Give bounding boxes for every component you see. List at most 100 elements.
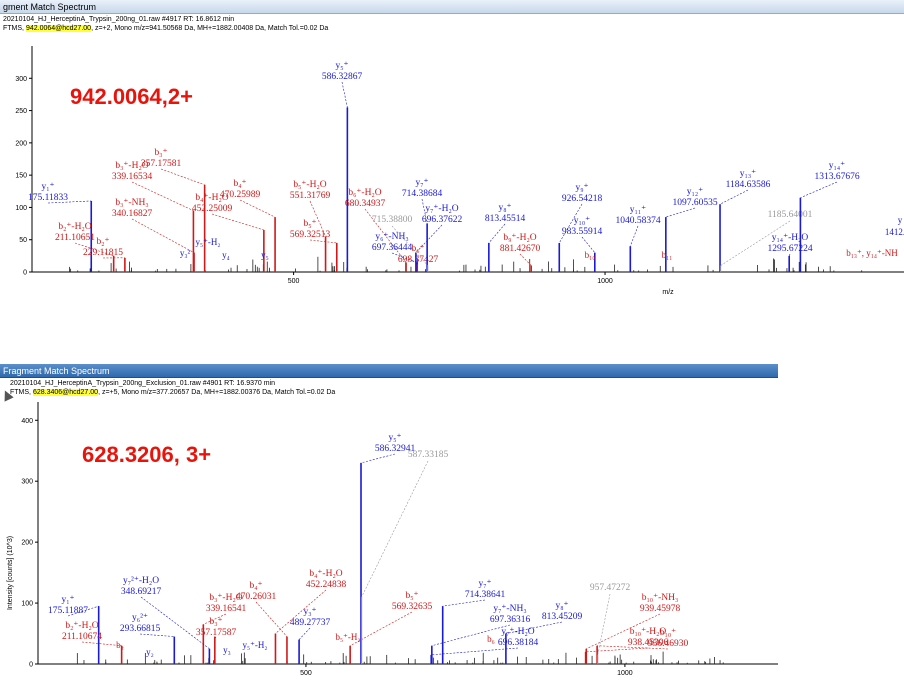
peak-leader [211,213,264,231]
peak-mz-label: 569.32513 [290,230,331,240]
peak-mz-label: 938.45306 [628,638,669,648]
peak-mz-label: 697.36316 [490,615,531,625]
peak-mz-label: 696.37622 [422,215,463,225]
peak-ion-label: y₁₄⁺-H₂O [772,233,809,243]
ion-fragment-label: b₅⁺-H₂ [335,632,360,642]
ion-fragment-label: y₅⁺-H₂ [195,237,220,247]
peak-ion-label: b₄⁺ [249,581,262,591]
x-tick-label: 1000 [617,670,633,677]
peak-ion-label: b₃⁺-H₂O [115,161,148,171]
peak-mz-label: 489.27737 [290,618,331,628]
peak-ion-label: y₁₂⁺ [687,187,703,197]
peak-ion-label: y₃⁺ [303,607,316,617]
peak-leader [203,613,227,625]
peak-ion-label: b₅⁺-H₂O [293,180,326,190]
peak-mz-label: 715.38800 [372,215,413,225]
peak-leader [800,181,838,199]
extra-labels: y₅⁺-H₂ y₃² y₄ y₅ b₁₀ b₁₁ b₁₃⁺, y₁₄⁺-NH y 1412. [180,215,904,260]
peak-ion-label: y₇⁺ [478,579,491,589]
extra-labels: b₂ y₂ y₃ y₅⁺-H₂ b₅⁺-H₂ b₆ [116,632,495,657]
peak-mz-label: 1313.67676 [814,172,859,182]
precursor-label: 942.0064,2+ [70,84,193,109]
x-tick-label: 500 [288,278,300,285]
header-line-2: FTMS, 628.3406@hcd27.00, z=+5, Mono m/z=… [10,389,335,398]
spectrum-chart-2: 0 100 200 300 400 500 1000 Intensity [counts] (… [7,402,778,677]
peak-leader [788,253,791,256]
peak-mz-label: 697.36444 [372,243,413,253]
peak-ion-label: b₂⁺-H₂O [65,621,98,631]
peak-mz-label: 293.66815 [120,624,161,634]
peak-leader [309,239,337,244]
peak-leader [364,208,407,263]
peak-mz-label: 175.11833 [28,193,68,203]
peak-mz-label: 1097.60535 [672,198,717,208]
y-tick-label: 400 [21,418,33,425]
y-tick-label: 150 [15,173,27,180]
peak-ion-label: y₇²⁺-H₂O [123,576,159,586]
peak-leader [214,636,217,639]
peak-ion-label: b₃⁺-H₂O [209,593,242,603]
peak-mz-label: 1184.63586 [726,180,771,190]
ion-fragment-label: b₆ [487,634,495,644]
header-line-2: FTMS, 942.0064@hcd27.00, z=+2, Mono m/z=… [3,25,328,34]
ion-fragment-label: y₃² [180,248,191,258]
y-tick-label: 0 [29,662,33,669]
peak-mz-label: 813.45209 [542,612,583,622]
ion-fragment-label: y [898,215,903,225]
peak-leader [160,168,205,186]
peak-mz-label: 714.38684 [402,189,443,199]
peak-mz-label: 586.32941 [375,444,416,454]
peak-ion-label: b₆⁺ [411,244,424,254]
peak-leader [431,647,519,656]
peak-leader [131,181,194,211]
peak-ion-label: b₄⁺ [233,179,246,189]
peak-leader [597,645,669,650]
peak-leader [431,624,511,647]
peak-ion-label: b₆⁺-H₂O [348,188,381,198]
peak-leader [139,633,175,637]
peak-ion-label: y₁₁⁺ [630,205,646,215]
peak-ion-label: y₇⁺-H₂O [501,627,534,637]
peak-mz-label: 983.55914 [562,227,603,237]
peak-ion-label: y₇⁺ [415,178,428,188]
y-tick-label: 250 [15,108,27,115]
y-tick-label: 200 [21,540,33,547]
peak-mz-label: 551.31769 [290,191,331,201]
peak-mz-label: 357.17581 [141,159,182,169]
peak-leader [131,218,195,253]
peak-ion-label: b₁₀⁺-NH₃ [642,593,679,603]
ion-fragment-label: b₁₃⁺, y₁₄⁺-NH [846,248,898,258]
peak-leader [361,460,429,598]
header-prefix: FTMS, [3,25,26,32]
peak-ion-label: b₃⁺ [209,617,222,627]
spectrum-panel-2: Fragment Match Spectrum 20210104_HJ_Herc… [0,364,778,682]
peak-ion-label: y₈⁺ [498,203,511,213]
y-tick-label: 100 [21,601,33,608]
y-tick-label: 300 [21,479,33,486]
peak-leader [239,199,276,218]
peak-leader [505,621,563,634]
x-tick-label: 500 [300,670,312,677]
peak-mz-label: 211.10674 [62,632,102,642]
peak-ion-label: y₉⁺ [575,183,588,193]
peak-mz-label: 470.26031 [236,592,277,602]
peak-ion-label: b₂⁺ [96,237,109,247]
peak-ion-label: y₁⁺ [41,182,54,192]
peak-mz-label: 698.37427 [398,255,439,265]
peak-mz-label: 956.46930 [648,639,689,649]
y-tick-label: 50 [19,237,27,244]
peak-mz-label: 340.16827 [112,209,153,219]
peak-leader [597,593,611,655]
peak-mz-label: 452.24838 [306,580,347,590]
peak-leader [350,611,413,646]
y-axis-label: Intensity [counts] (10^3) [7,536,14,610]
ion-fragment-label: b₁₁ [662,250,673,260]
peak-mz-label: 813.45514 [485,214,526,224]
peak-leader [275,589,327,634]
ion-fragment-label: b₁₀ [585,250,596,260]
peak-leader [719,189,749,205]
peak-leader [488,223,506,244]
peak-leader [67,605,99,617]
peak-leader [391,225,428,266]
